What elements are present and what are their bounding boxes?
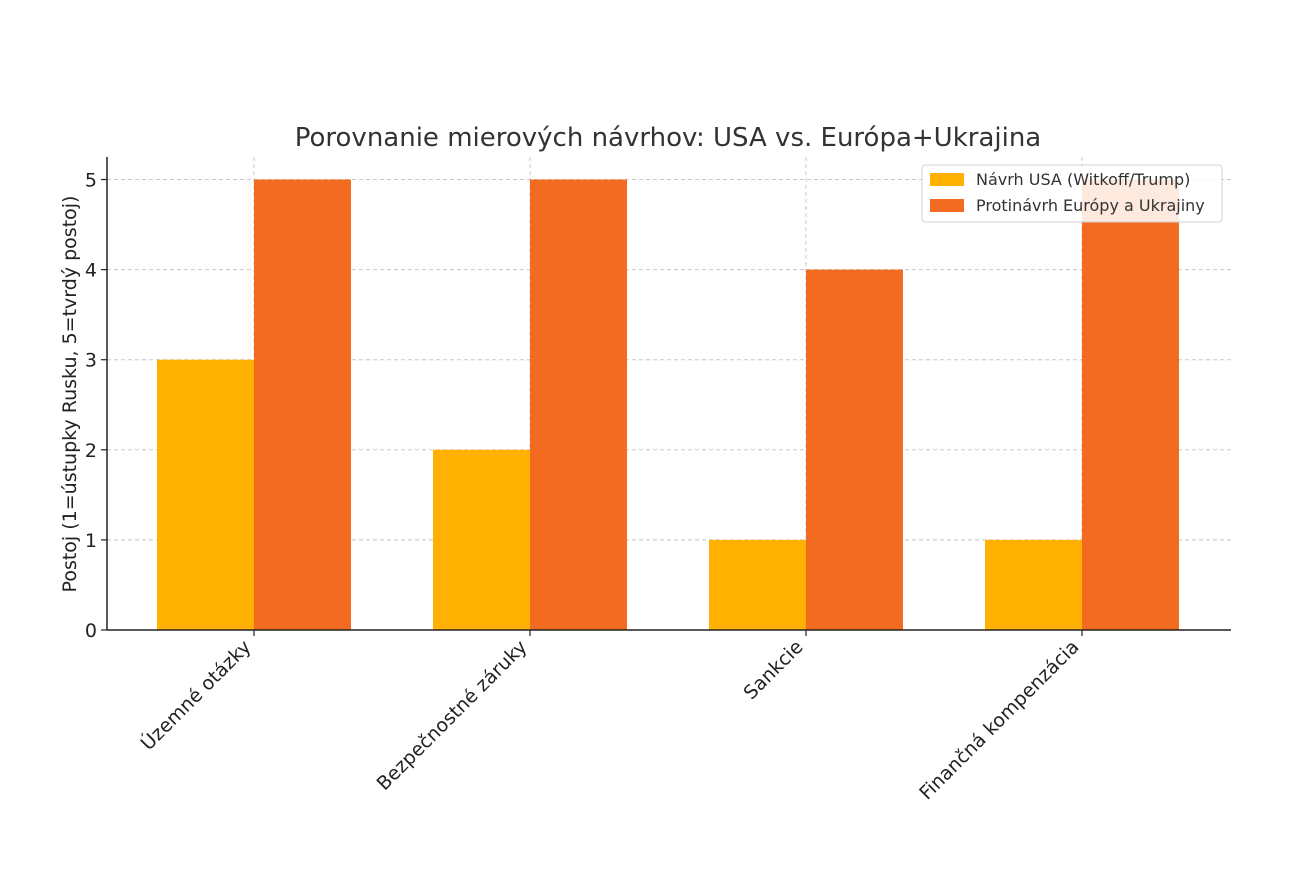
bars-layer — [157, 179, 1179, 630]
bar — [254, 179, 351, 630]
bar — [985, 539, 1082, 630]
x-tick-label: Finančná kompenzácia — [915, 636, 1083, 804]
y-tick-label: 0 — [85, 620, 97, 642]
y-tick-label: 1 — [85, 530, 97, 552]
legend-swatch — [930, 199, 964, 212]
bar — [433, 449, 530, 630]
x-tick-label: Územné otázky — [135, 635, 255, 755]
legend: Návrh USA (Witkoff/Trump) Protinávrh Euró… — [921, 164, 1223, 223]
legend-box — [921, 164, 1223, 223]
y-tick-label: 5 — [85, 170, 97, 192]
chart-title: Porovnanie mierových návrhov: USA vs. Eu… — [295, 123, 1041, 153]
bar — [709, 539, 806, 630]
bar — [806, 269, 903, 630]
y-tick-label: 4 — [85, 260, 97, 282]
x-tick-label: Sankcie — [740, 636, 808, 704]
y-tick-label: 3 — [85, 350, 97, 372]
legend-label: Protinávrh Európy a Ukrajiny — [976, 196, 1205, 215]
bar — [1082, 179, 1179, 630]
bar — [530, 179, 627, 630]
y-tick-label: 2 — [85, 440, 97, 462]
legend-label: Návrh USA (Witkoff/Trump) — [976, 170, 1190, 189]
y-axis-label: Postoj (1=ústupky Rusku, 5=tvrdý postoj) — [59, 196, 81, 593]
x-tick-label: Bezpečnostné záruky — [373, 636, 532, 795]
legend-swatch — [930, 173, 964, 186]
bar — [157, 359, 254, 630]
